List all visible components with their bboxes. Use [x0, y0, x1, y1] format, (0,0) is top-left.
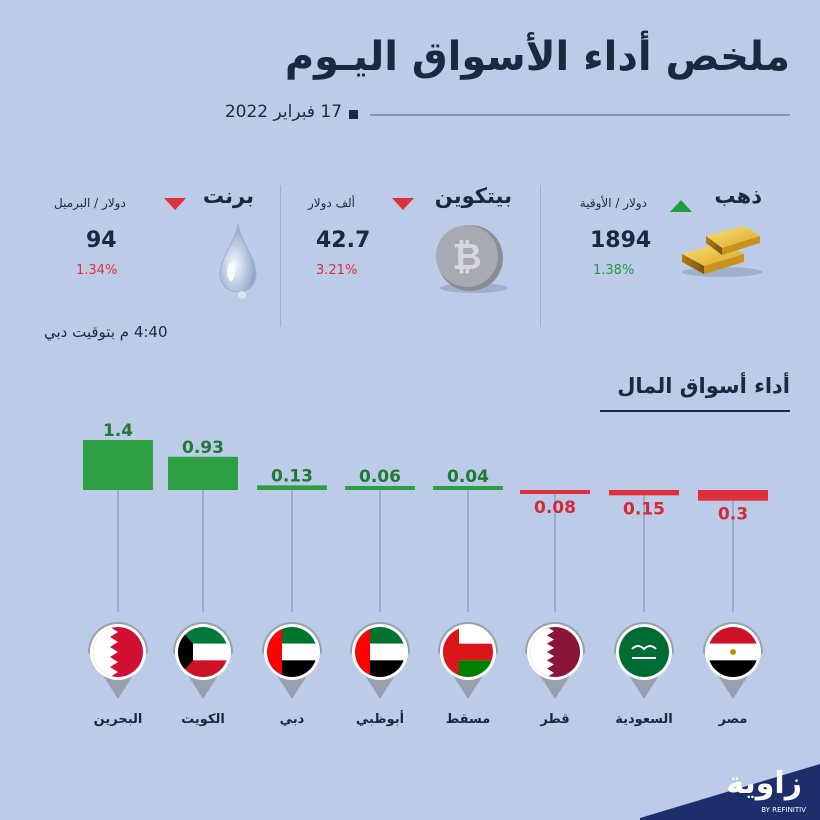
market-performance-chart: 1.4 0.93 0.13 0.06 0.04 0.08 0.15 0.3 [83, 421, 768, 699]
bitcoin-change: 3.21% [316, 263, 358, 278]
brent-value: 94 [86, 228, 117, 253]
gold-bars-icon [682, 226, 762, 277]
up-arrow-icon [670, 200, 692, 212]
brand-band [640, 764, 820, 820]
date-bullet [349, 110, 358, 119]
column-divider [280, 185, 281, 327]
bar [609, 490, 679, 496]
time-note: 4:40 م بتوقيت دبي [44, 323, 168, 341]
country-label: الكويت [181, 712, 225, 727]
bar [520, 490, 590, 494]
bar-value-label: 0.15 [623, 499, 665, 519]
oman-flag-icon [443, 627, 493, 677]
bar-value-label: 0.13 [271, 466, 313, 486]
bar-value-label: 0.08 [534, 498, 576, 518]
egypt-flag-icon [708, 627, 758, 677]
country-label: البحرين [93, 712, 143, 727]
gold-value: 1894 [590, 228, 652, 253]
country-label: قطر [540, 712, 570, 727]
brent-name: برنت [202, 184, 254, 208]
section-underline [600, 410, 790, 412]
kuwait-flag-icon [178, 627, 228, 677]
gold-change: 1.38% [593, 263, 635, 278]
bar [698, 490, 768, 501]
bar-value-label: 0.04 [447, 467, 489, 487]
uae-flag-icon [267, 627, 317, 677]
section-title: أداء أسواق المال [617, 374, 790, 398]
bitcoin-value: 42.7 [316, 228, 371, 253]
column-divider [540, 185, 541, 327]
bar-value-label: 1.4 [103, 421, 133, 441]
bar-value-label: 0.3 [718, 505, 748, 525]
bitcoin-unit: ألف دولار [308, 196, 356, 210]
bar [257, 485, 327, 490]
saudi-flag-icon [619, 627, 669, 677]
country-label: السعودية [615, 712, 673, 727]
gold-unit: دولار / الأوقية [579, 196, 647, 210]
date-text: 17 فبراير 2022 [224, 102, 342, 122]
brent-unit: دولار / البرميل [54, 196, 126, 210]
country-label: مصر [718, 712, 748, 727]
uae-flag-icon [355, 627, 405, 677]
qatar-flag-icon [530, 627, 580, 677]
date-divider [370, 114, 790, 116]
bahrain-flag-icon [93, 627, 143, 677]
country-label: مسقط [445, 712, 491, 727]
water-drop-icon [219, 223, 257, 299]
bar [433, 486, 503, 490]
down-arrow-icon [392, 198, 414, 210]
gold-name: ذهب [714, 184, 762, 208]
brand-sub: BY REFINITIV [761, 806, 806, 814]
svg-text:₿: ₿ [452, 237, 481, 278]
bar-value-label: 0.93 [182, 438, 224, 458]
country-label: دبي [279, 712, 305, 727]
brand-logo: زاوية [726, 766, 802, 801]
bar-value-label: 0.06 [359, 467, 401, 487]
country-label: أبوظبي [355, 712, 405, 727]
bitcoin-name: بيتكوين [434, 184, 512, 208]
bar [168, 456, 238, 490]
bar [83, 440, 153, 490]
bitcoin-icon: ₿ [436, 225, 508, 293]
page-title: ملخص أداء الأسواق اليـوم [284, 34, 790, 80]
bar [345, 486, 415, 490]
brent-change: 1.34% [76, 263, 118, 278]
down-arrow-icon [164, 198, 186, 210]
